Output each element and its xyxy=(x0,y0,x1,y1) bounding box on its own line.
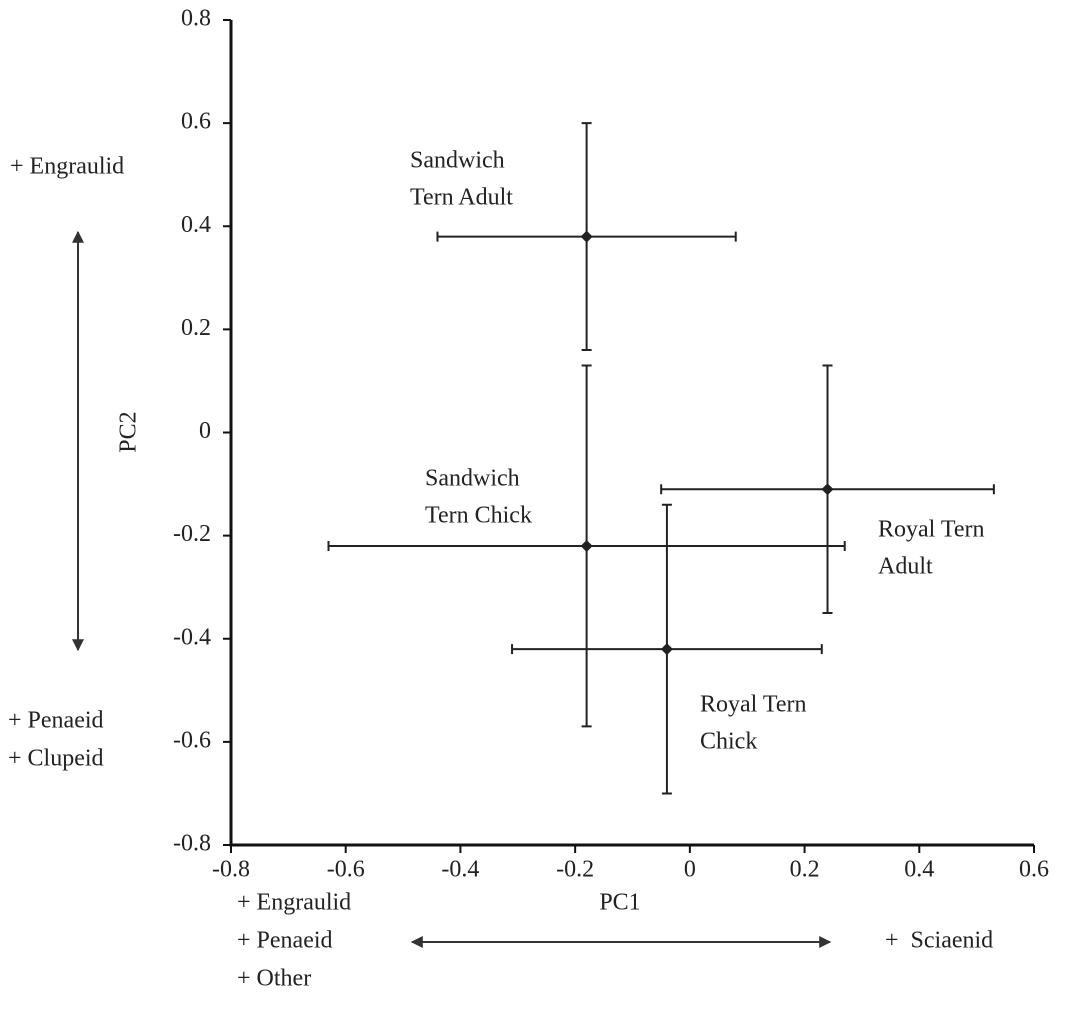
annotation: + Penaeid xyxy=(8,708,104,734)
point xyxy=(660,643,673,656)
x-tick-label: -0.2 xyxy=(556,857,594,883)
x-tick-label: 0.6 xyxy=(1019,857,1049,883)
point-label: Royal Tern xyxy=(700,692,807,718)
x-tick-label: -0.4 xyxy=(441,857,479,883)
y-tick-label: -0.4 xyxy=(173,624,211,650)
y-axis-label: PC2 xyxy=(116,411,142,452)
annotation: + Penaeid xyxy=(237,928,333,954)
point-label: Chick xyxy=(700,729,757,755)
point-label: Sandwich xyxy=(425,466,520,492)
annotation: + Sciaenid xyxy=(885,928,993,954)
y-tick-label: 0.2 xyxy=(181,315,211,341)
y-tick-label: 0.8 xyxy=(181,6,211,32)
point-label: Tern Adult xyxy=(410,185,513,211)
x-tick-label: 0.4 xyxy=(904,857,934,883)
x-axis-label: PC1 xyxy=(599,890,640,916)
x-tick-label: -0.6 xyxy=(327,857,365,883)
y-tick-label: 0 xyxy=(199,418,211,444)
point-label: Royal Tern xyxy=(878,517,985,543)
point xyxy=(580,539,593,552)
annotation: + Clupeid xyxy=(8,746,104,772)
x-tick-label: 0.2 xyxy=(790,857,820,883)
point-label: Tern Chick xyxy=(425,503,532,529)
point-label: Adult xyxy=(878,554,933,580)
y-tick-label: -0.6 xyxy=(173,727,211,753)
y-tick-label: -0.2 xyxy=(173,521,211,547)
y-tick-label: 0.6 xyxy=(181,109,211,135)
annotation: + Other xyxy=(237,966,311,992)
point xyxy=(580,230,593,243)
point-label: Sandwich xyxy=(410,148,505,174)
y-tick-label: -0.8 xyxy=(173,831,211,857)
y-tick-label: 0.4 xyxy=(181,212,211,238)
annotation: + Engraulid xyxy=(237,890,351,916)
point xyxy=(821,483,834,496)
x-tick-label: -0.8 xyxy=(212,857,250,883)
annotation: + Engraulid xyxy=(10,154,124,180)
x-tick-label: 0 xyxy=(684,857,696,883)
